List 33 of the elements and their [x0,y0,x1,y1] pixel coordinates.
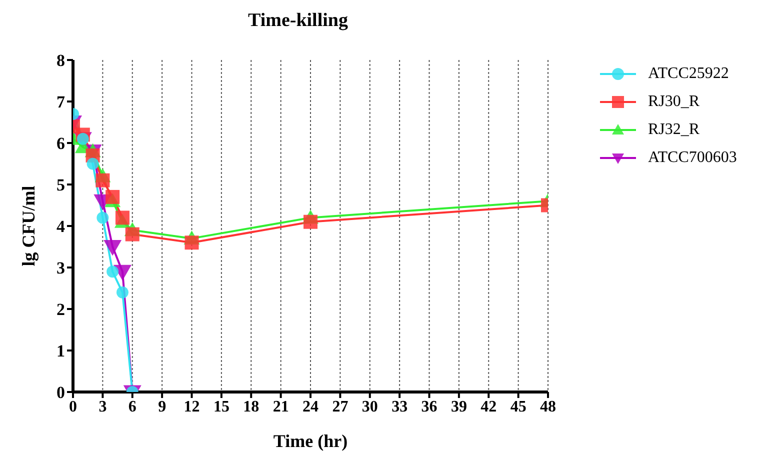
legend-label: RJ30_R [648,93,700,111]
x-tick-label: 48 [540,398,556,416]
x-tick-label: 24 [302,398,318,416]
legend-label: ATCC700603 [648,149,737,167]
y-tick-label: 8 [56,51,65,70]
legend-label: RJ32_R [648,121,700,139]
y-tick-label: 0 [56,383,65,402]
x-tick-label: 39 [450,398,467,416]
y-tick-label: 7 [56,92,66,112]
y-tick-label: 5 [56,176,65,195]
y-tick-label: 4 [56,217,66,236]
x-tick-label: 27 [332,398,348,416]
x-tick-label: 12 [184,398,200,416]
x-tick-label: 0 [69,398,77,416]
x-axis-title: Time (hr) [273,431,348,451]
x-tick-label: 45 [510,398,526,416]
x-tick-label: 6 [128,398,136,416]
x-tick-label: 36 [421,398,438,416]
x-tick-label: 30 [362,398,378,416]
x-tick-label: 9 [158,398,166,416]
y-tick-label: 6 [56,134,65,154]
x-tick-label: 3 [98,398,107,416]
y-axis-title: lg CFU/ml [18,186,38,266]
chart-title: Time-killing [247,10,349,32]
y-tick-label: 3 [56,258,65,278]
legend-label: ATCC25922 [648,65,729,83]
x-tick-label: 18 [243,398,260,416]
x-tick-label: 42 [480,398,497,416]
x-tick-label: 33 [392,398,408,416]
x-tick-label: 15 [213,398,230,416]
y-tick-label: 2 [56,300,65,320]
y-tick-label: 1 [56,342,65,361]
x-tick-label: 21 [272,398,289,416]
